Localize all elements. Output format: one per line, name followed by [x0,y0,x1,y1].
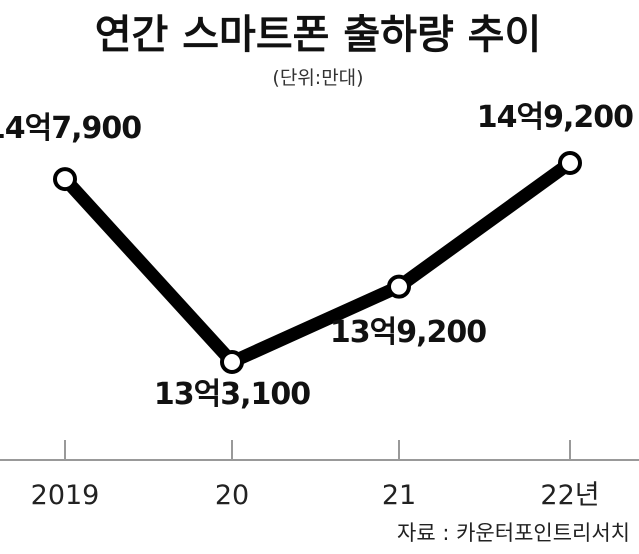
chart-title: 연간 스마트폰 출하량 추이 [95,12,542,58]
data-labels: 14억7,900 13억3,100 13억9,200 14억9,200 [0,100,634,412]
data-label: 14억7,900 [0,111,141,146]
data-markers [53,151,582,374]
data-point [558,151,582,175]
data-label: 14억9,200 [477,100,633,135]
data-point [387,274,411,299]
x-tick-label: 22년 [540,480,599,511]
x-tick-label: 2019 [31,480,100,511]
data-point [220,350,244,374]
data-label: 13억9,200 [330,315,486,350]
source-note: 자료 : 카운터포인트리서치 [397,521,630,545]
unit-note: (단위:만대) [272,67,363,89]
x-tick-label: 20 [215,480,249,511]
series-line [58,156,577,369]
x-tick-label: 21 [382,480,416,511]
data-point [53,167,77,192]
data-label: 13억3,100 [154,377,310,412]
x-axis-ticks [64,440,571,460]
x-axis-tick-labels: 2019 20 21 22년 [31,480,600,511]
